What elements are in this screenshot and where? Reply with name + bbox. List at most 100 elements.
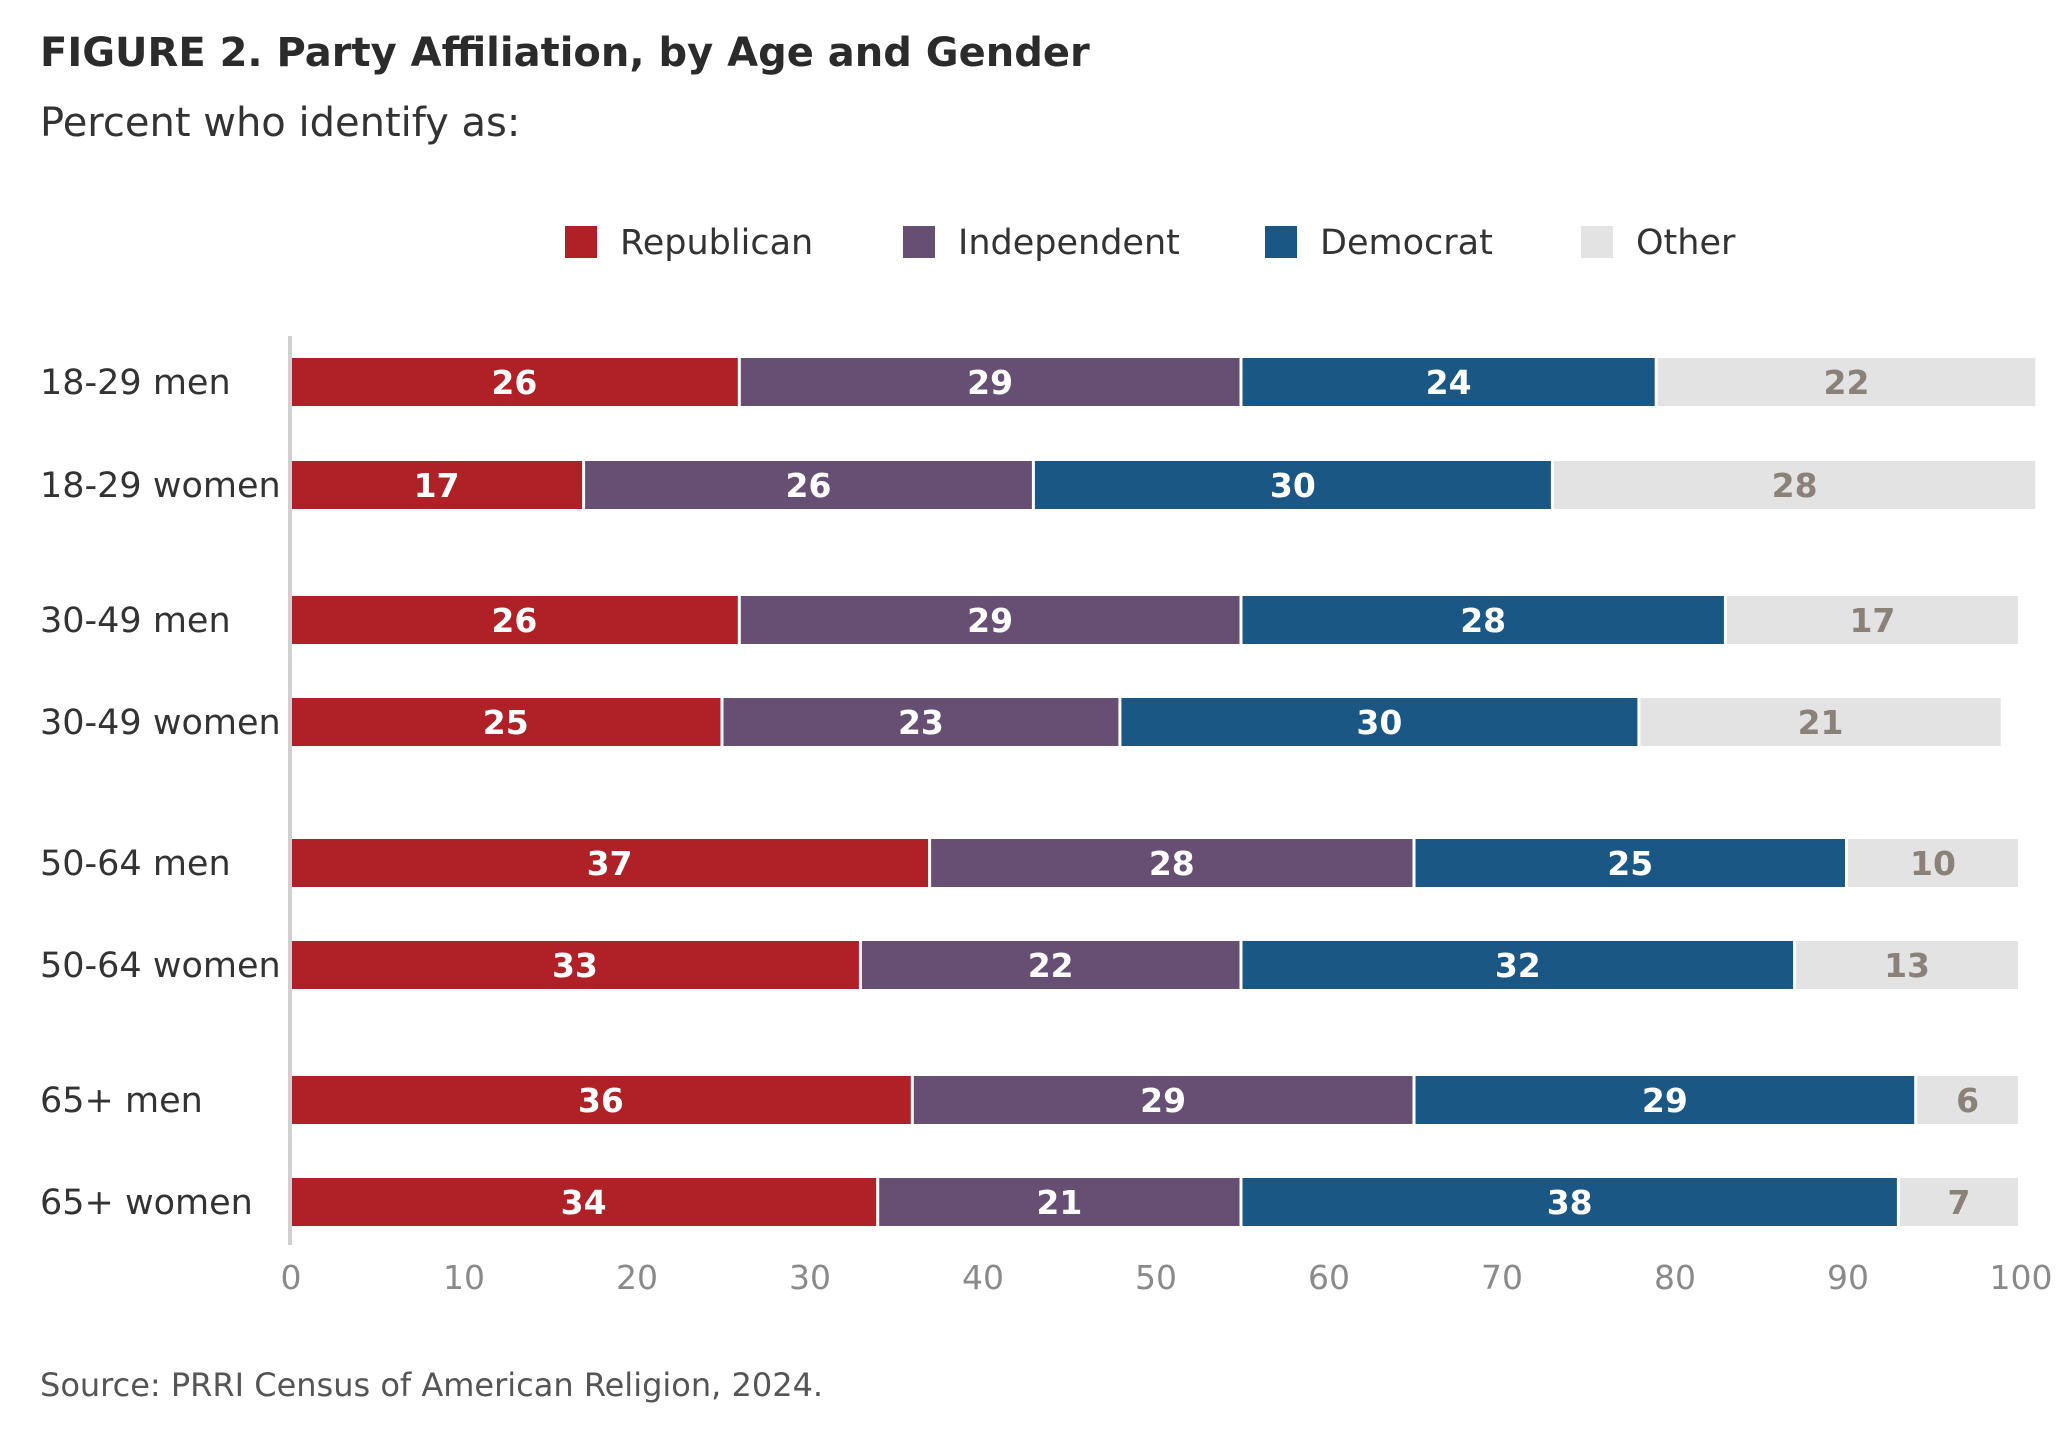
bar-segment-democrat	[1242, 358, 1655, 406]
data-label-other: 28	[1772, 466, 1818, 505]
legend-item-republican: Republican	[565, 223, 813, 263]
category-label: 65+ men	[40, 1081, 203, 1121]
bar-segment-other	[1657, 358, 2036, 406]
x-tick-label: 30	[789, 1258, 831, 1297]
bar-segment-republican	[291, 941, 859, 989]
legend-swatch-other	[1581, 226, 1613, 258]
data-label-republican: 25	[483, 703, 529, 742]
x-tick-label: 70	[1481, 1258, 1523, 1297]
data-label-independent: 23	[898, 703, 944, 742]
bar-segment-other	[1899, 1178, 2018, 1226]
category-label: 30-49 men	[40, 601, 231, 641]
bar-row-50-64-women: 50-64 women 33 22 32 13	[40, 941, 2018, 989]
legend: Republican Independent Democrat Other	[565, 223, 1736, 263]
bar-segment-independent	[723, 698, 1119, 746]
bar-segment-republican	[291, 1076, 911, 1124]
category-label: 18-29 men	[40, 363, 231, 403]
legend-swatch-independent	[903, 226, 935, 258]
data-label-independent: 28	[1149, 844, 1195, 883]
bar-row-50-64-men: 50-64 men 37 28 25 10	[40, 839, 2018, 887]
data-label-independent: 29	[967, 601, 1013, 640]
data-label-republican: 17	[414, 466, 460, 505]
bar-segment-republican	[291, 698, 721, 746]
data-label-democrat: 24	[1426, 363, 1472, 402]
bar-row-18-29-men: 18-29 men 26 29 24 22	[40, 358, 2036, 406]
bar-row-30-49-men: 30-49 men 26 29 28 17	[40, 596, 2018, 644]
bar-segment-other	[1726, 596, 2018, 644]
category-label: 50-64 men	[40, 844, 231, 884]
legend-swatch-democrat	[1265, 226, 1297, 258]
category-label: 50-64 women	[40, 946, 281, 986]
legend-item-independent: Independent	[903, 223, 1180, 263]
data-label-other: 17	[1849, 601, 1895, 640]
bar-row-18-29-women: 18-29 women 17 26 30 28	[40, 461, 2036, 509]
data-label-republican: 36	[578, 1081, 624, 1120]
data-label-other: 13	[1884, 946, 1930, 985]
bar-segment-republican	[291, 358, 738, 406]
bar-segment-independent	[740, 596, 1240, 644]
data-label-other: 21	[1798, 703, 1844, 742]
chart-subtitle: Percent who identify as:	[40, 100, 521, 146]
legend-label-other: Other	[1636, 223, 1736, 263]
bar-segment-independent	[913, 1076, 1413, 1124]
bar-segment-independent	[879, 1178, 1240, 1226]
x-tick-label: 100	[1990, 1258, 2053, 1297]
data-label-other: 10	[1910, 844, 1956, 883]
data-label-democrat: 30	[1270, 466, 1316, 505]
legend-label-republican: Republican	[620, 223, 813, 263]
bar-segment-other	[1640, 698, 2001, 746]
legend-swatch-republican	[565, 226, 597, 258]
data-label-republican: 26	[491, 363, 537, 402]
bar-segment-other	[1917, 1076, 2018, 1124]
bar-segment-republican	[291, 596, 738, 644]
bar-segment-independent	[861, 941, 1240, 989]
legend-item-other: Other	[1581, 223, 1736, 263]
data-label-democrat: 30	[1356, 703, 1402, 742]
data-label-independent: 29	[967, 363, 1013, 402]
chart-title: FIGURE 2. Party Affiliation, by Age and …	[40, 30, 1090, 76]
legend-label-democrat: Democrat	[1320, 223, 1493, 263]
data-label-other: 22	[1824, 363, 1870, 402]
x-tick-label: 60	[1308, 1258, 1350, 1297]
bar-segment-republican	[291, 839, 929, 887]
category-label: 30-49 women	[40, 703, 281, 743]
data-label-republican: 26	[491, 601, 537, 640]
data-label-republican: 37	[587, 844, 633, 883]
bar-row-30-49-women: 30-49 women 25 23 30 21	[40, 698, 2001, 746]
category-label: 18-29 women	[40, 466, 281, 506]
bar-segment-democrat	[1415, 1076, 1915, 1124]
x-tick-label: 0	[281, 1258, 302, 1297]
bar-segment-republican	[291, 461, 583, 509]
category-label: 65+ women	[40, 1183, 253, 1223]
x-tick-label: 50	[1135, 1258, 1177, 1297]
bar-row-65-women: 65+ women 34 21 38 7	[40, 1178, 2018, 1226]
data-label-democrat: 25	[1607, 844, 1653, 883]
bar-row-65-men: 65+ men 36 29 29 6	[40, 1076, 2018, 1124]
bar-segment-democrat	[1034, 461, 1551, 509]
data-label-republican: 34	[561, 1183, 607, 1222]
bar-segment-other	[1848, 839, 2018, 887]
data-label-democrat: 28	[1460, 601, 1506, 640]
bar-segment-other	[1553, 461, 2036, 509]
bar-segment-other	[1796, 941, 2018, 989]
data-label-other: 7	[1947, 1183, 1970, 1222]
data-label-independent: 21	[1036, 1183, 1082, 1222]
data-label-democrat: 32	[1495, 946, 1541, 985]
bar-segment-democrat	[1121, 698, 1638, 746]
data-label-independent: 29	[1140, 1081, 1186, 1120]
data-label-independent: 26	[786, 466, 832, 505]
data-label-democrat: 29	[1642, 1081, 1688, 1120]
legend-item-democrat: Democrat	[1265, 223, 1493, 263]
legend-label-independent: Independent	[958, 223, 1180, 263]
bar-segment-democrat	[1242, 1178, 1897, 1226]
data-label-republican: 33	[552, 946, 598, 985]
bar-segment-democrat	[1242, 596, 1724, 644]
data-label-other: 6	[1956, 1081, 1979, 1120]
source-note: Source: PRRI Census of American Religion…	[40, 1366, 824, 1404]
x-tick-label: 90	[1827, 1258, 1869, 1297]
x-tick-label: 10	[443, 1258, 485, 1297]
data-label-independent: 22	[1028, 946, 1074, 985]
data-label-democrat: 38	[1547, 1183, 1593, 1222]
